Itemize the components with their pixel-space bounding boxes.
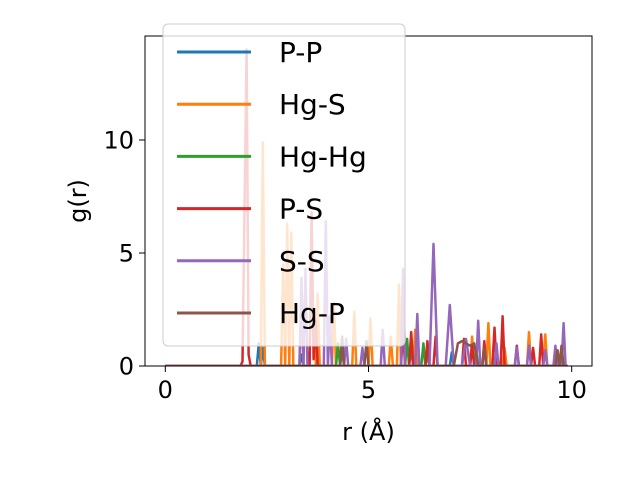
x-axis-label: r (Å) (342, 417, 395, 446)
legend-label-s-s: S-S (279, 245, 325, 278)
y-tick-label: 0 (119, 353, 134, 381)
x-tick-label: 5 (361, 376, 376, 404)
legend-entries: P-P Hg-S Hg-Hg P-S S-S Hg-P (177, 36, 367, 330)
legend-label-hg-s: Hg-S (279, 88, 346, 121)
legend-label-hg-hg: Hg-Hg (279, 140, 367, 173)
tick-layer: 0 5 10 0 5 10 (103, 126, 587, 404)
y-tick-label: 10 (103, 126, 134, 154)
series-line-hg-p (165, 335, 568, 366)
x-tick-label: 10 (556, 376, 587, 404)
legend-label-p-s: P-S (279, 193, 323, 226)
legend-label-p-p: P-P (279, 36, 322, 69)
legend-label-hg-p: Hg-P (279, 297, 345, 330)
y-tick-label: 5 (119, 239, 134, 267)
legend: P-P Hg-S Hg-Hg P-S S-S Hg-P (162, 23, 406, 347)
y-axis-label: g(r) (64, 179, 92, 223)
x-tick-label: 0 (158, 376, 173, 404)
